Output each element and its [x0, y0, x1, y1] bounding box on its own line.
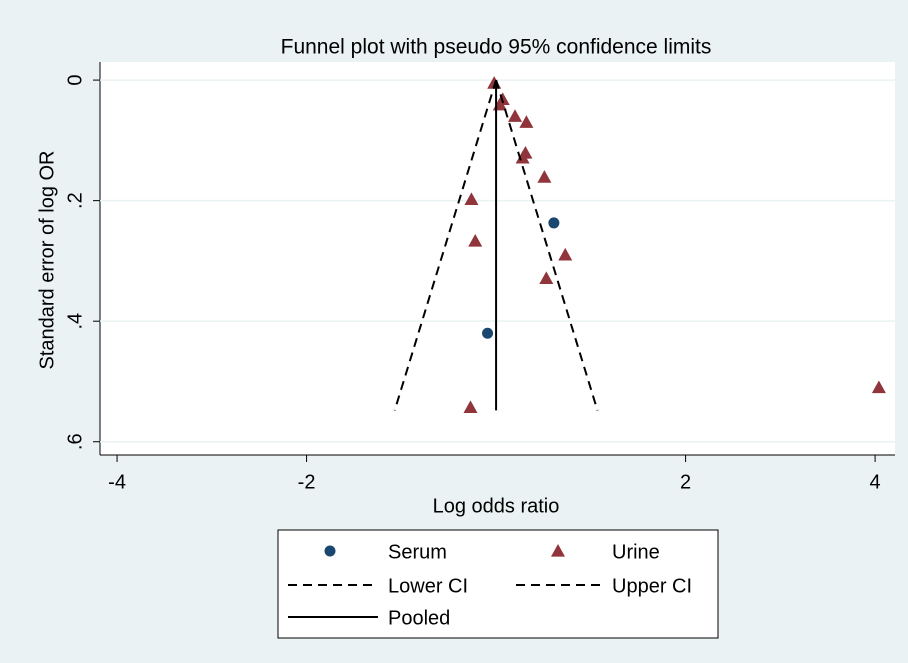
point: [519, 115, 534, 128]
legend-label: Pooled: [388, 607, 450, 629]
point: [537, 170, 552, 183]
legend-marker: [324, 545, 336, 557]
point: [468, 234, 483, 247]
point: [508, 109, 523, 122]
x-tick-label: -2: [298, 471, 316, 493]
y-tick-label: .6: [64, 433, 86, 450]
point: [463, 400, 478, 413]
ci-line: [495, 79, 599, 411]
chart-title: Funnel plot with pseudo 95% confidence l…: [281, 36, 712, 59]
legend-label: Serum: [388, 541, 447, 563]
x-tick-label: -4: [108, 471, 126, 493]
y-tick-label: 0: [64, 75, 86, 86]
point: [539, 271, 554, 284]
y-axis-title: Standard error of log OR: [36, 151, 58, 370]
point: [558, 247, 573, 261]
point: [464, 192, 479, 206]
x-tick-label: 4: [870, 471, 881, 493]
y-tick-label: .2: [64, 192, 86, 209]
point: [482, 327, 494, 339]
legend-label: Lower CI: [388, 575, 468, 597]
point: [515, 150, 530, 164]
legend-label: Upper CI: [612, 575, 692, 597]
point: [871, 380, 886, 394]
point: [548, 217, 560, 229]
y-tick-label: .4: [64, 313, 86, 330]
x-tick-label: 2: [680, 471, 691, 493]
plot-area: [100, 62, 895, 455]
x-axis-title: Log odds ratio: [433, 495, 560, 517]
chart-layer: 0 .2 .4 .6 -4 -2 2 4 Serum Urine Lower CI Upper CI P…: [64, 62, 895, 629]
ci-line: [393, 79, 498, 411]
legend-marker: [551, 544, 565, 557]
legend-label: Urine: [612, 541, 660, 563]
